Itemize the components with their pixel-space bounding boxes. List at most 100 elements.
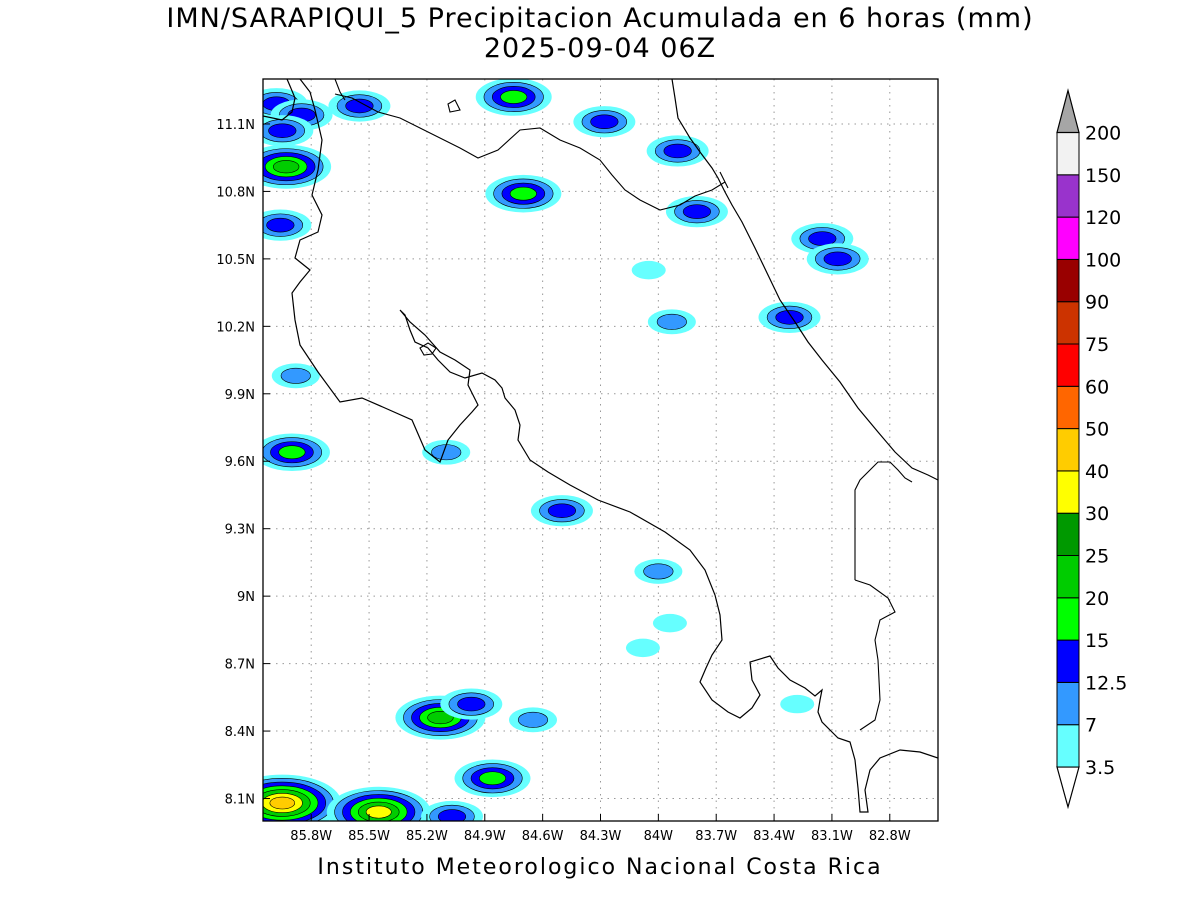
- colorbar-bin: [1056, 132, 1080, 176]
- colorbar-bin: [1056, 174, 1080, 218]
- precip-contour: [457, 696, 486, 712]
- colorbar-label: 12.5: [1085, 672, 1127, 694]
- precip-cell: [421, 800, 483, 821]
- nicaragua-border: [334, 93, 729, 211]
- precip-cell: [326, 786, 431, 821]
- colorbar-label: 100: [1085, 249, 1121, 271]
- precip-contour: [431, 444, 462, 461]
- colorbar-label: 120: [1085, 207, 1121, 229]
- colorbar-bin: [1056, 470, 1080, 514]
- colorbar-bin: [1056, 724, 1080, 768]
- precip-contour: [345, 98, 374, 114]
- colorbar-bin: [1056, 258, 1080, 303]
- colorbar-bin: [1056, 428, 1080, 472]
- precip-contour: [478, 771, 507, 786]
- precip-contour: [517, 711, 549, 728]
- x-tick-label: 84W: [644, 829, 674, 844]
- precip-contour: [625, 638, 660, 658]
- lake-nicaragua-shore: [334, 79, 346, 101]
- precip-cell: [634, 559, 683, 584]
- colorbar: 3.5 7 12.5 15 20 25 30 40 50 60 75 90 100 120 150 200: [1056, 88, 1127, 810]
- x-tick-label: 85.5W: [348, 829, 390, 844]
- precip-contour: [682, 204, 712, 219]
- x-tick-label: 85.8W: [290, 829, 332, 844]
- precip-contour: [272, 160, 300, 174]
- colorbar-bin: [1056, 385, 1080, 430]
- colorbar-label: 7: [1085, 715, 1097, 737]
- precip-cell: [422, 439, 471, 465]
- colorbar-label: 25: [1085, 546, 1109, 568]
- y-tick-label: 8.7N: [225, 658, 255, 673]
- colorbar-label: 20: [1085, 588, 1109, 610]
- colorbar-under-arrow: [1056, 766, 1080, 810]
- footer-credit: Instituto Meteorologico Nacional Costa R…: [317, 855, 883, 880]
- x-tick-label: 84.9W: [464, 829, 506, 844]
- colorbar-bin: [1056, 681, 1080, 726]
- y-tick-label: 10.8N: [216, 185, 255, 200]
- precip-contour: [808, 231, 837, 246]
- precip-contour: [500, 90, 528, 104]
- precip-cell: [271, 363, 320, 389]
- precip-cell: [263, 433, 330, 472]
- precip-cell: [454, 759, 531, 798]
- precip-contour: [266, 217, 295, 233]
- y-tick-label: 11.1N: [216, 118, 255, 133]
- precip-cell: [263, 144, 332, 189]
- nicoya-island: [419, 342, 437, 356]
- colorbar-label: 40: [1085, 461, 1109, 483]
- precip-contour: [509, 186, 537, 201]
- x-tick-label: 83.4W: [753, 829, 795, 844]
- colorbar-label: 50: [1085, 419, 1109, 441]
- lake-islet: [447, 99, 461, 113]
- y-tick-label: 8.4N: [225, 725, 255, 740]
- colorbar-label: 75: [1085, 334, 1109, 356]
- precip-contour: [780, 694, 815, 714]
- precip-cell: [263, 774, 342, 821]
- colorbar-label: 150: [1085, 165, 1121, 187]
- precip-cell: [646, 135, 709, 167]
- longitude-axis: 85.8W 85.5W 85.2W 84.9W 84.6W 84.3W 84W 83.7W 83…: [290, 814, 911, 844]
- colorbar-bin: [1056, 639, 1080, 683]
- colorbar-label: 60: [1085, 376, 1109, 398]
- map-datetime: 2025-09-04 06Z: [483, 33, 717, 64]
- precip-cell: [485, 174, 562, 213]
- precip-cell: [758, 301, 821, 333]
- precip-cell: [263, 209, 312, 241]
- y-tick-label: 9.6N: [225, 455, 255, 470]
- precip-cell: [652, 613, 687, 633]
- colorbar-label: 3.5: [1085, 757, 1115, 779]
- precip-contour: [631, 260, 666, 280]
- precip-contour: [656, 313, 687, 330]
- x-tick-label: 84.6W: [522, 829, 564, 844]
- x-tick-label: 85.2W: [406, 829, 448, 844]
- colorbar-bin: [1056, 216, 1080, 260]
- precip-contour: [643, 563, 674, 580]
- precip-cell: [647, 309, 696, 335]
- x-tick-label: 84.3W: [580, 829, 622, 844]
- x-tick-label: 83.1W: [811, 829, 853, 844]
- precip-cell: [328, 90, 391, 122]
- y-tick-label: 9.9N: [225, 388, 255, 403]
- precip-cell: [665, 196, 728, 228]
- precip-contour: [547, 503, 577, 518]
- y-tick-label: 8.1N: [225, 793, 255, 808]
- precip-cell: [440, 688, 503, 720]
- precip-contour: [427, 710, 454, 725]
- pacific-coastline: [263, 79, 938, 813]
- colorbar-top-label: 200: [1085, 123, 1121, 145]
- y-tick-label: 10.2N: [216, 320, 255, 335]
- caribbean-coastline: [671, 79, 938, 481]
- precip-contour: [437, 809, 467, 821]
- precip-contour: [823, 251, 852, 267]
- colorbar-label: 90: [1085, 292, 1109, 314]
- colorbar-over-arrow: [1056, 88, 1080, 134]
- precip-contour: [365, 805, 392, 819]
- precip-cell: [475, 79, 552, 116]
- panama-border: [854, 461, 913, 731]
- precip-contour: [278, 445, 306, 460]
- map-title: IMN/SARAPIQUI_5 Precipitacion Acumulada …: [166, 3, 1034, 34]
- coastline-borders: [263, 79, 938, 813]
- latitude-axis: 11.1N 10.8N 10.5N 10.2N 9.9N 9.6N 9.3N 9N 8.7N 8.…: [216, 118, 270, 808]
- precipitation-field: [263, 79, 869, 821]
